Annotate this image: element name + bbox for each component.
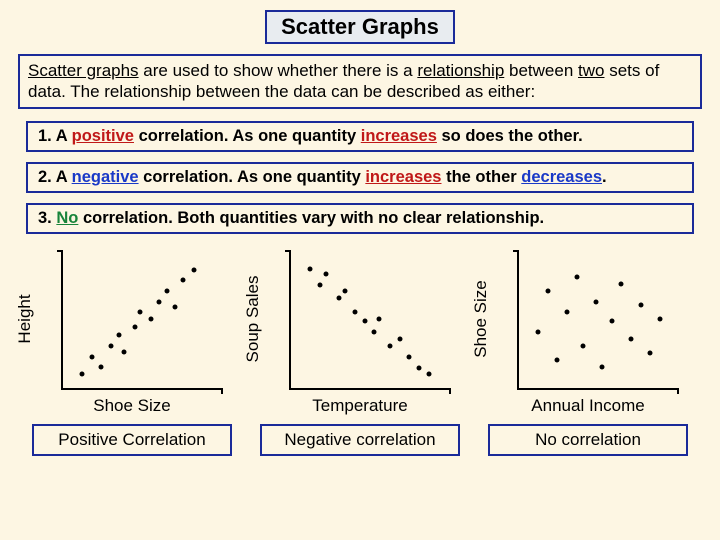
scatter-point (372, 330, 377, 335)
scatter-point (417, 366, 422, 371)
rule-positive: 1. A positive correlation. As one quanti… (26, 121, 694, 152)
page-title: Scatter Graphs (265, 10, 455, 44)
tick-right-icon (449, 388, 451, 394)
scatter-point (536, 330, 541, 335)
chart-frame-2: Shoe Size (493, 244, 683, 394)
r3-prefix: 3. (38, 209, 56, 227)
scatter-point (555, 357, 560, 362)
scatter-point (181, 277, 186, 282)
caption-none: No correlation (488, 424, 688, 456)
caption-row: Positive Correlation Negative correlatio… (18, 424, 702, 456)
scatter-point (99, 364, 104, 369)
r2-prefix: 2. A (38, 168, 72, 186)
r1-kw: positive (72, 127, 134, 145)
rule-none: 3. No correlation. Both quantities vary … (26, 203, 694, 234)
intro-p2: are used to show whether there is a (139, 61, 418, 80)
plot-area-2 (517, 250, 679, 390)
scatter-point (377, 316, 382, 321)
r2-kw: negative (72, 168, 139, 186)
scatter-point (173, 305, 178, 310)
scatter-point (89, 355, 94, 360)
r2-kw3: decreases (521, 168, 602, 186)
rule-negative: 2. A negative correlation. As one quanti… (26, 162, 694, 193)
scatter-point (343, 288, 348, 293)
xlabel-0: Shoe Size (93, 396, 171, 416)
scatter-point (121, 349, 126, 354)
scatter-point (388, 344, 393, 349)
scatter-point (581, 344, 586, 349)
scatter-point (609, 319, 614, 324)
r1-tail: so does the other. (437, 127, 583, 145)
tick-top-icon (513, 250, 519, 252)
intro-text: Scatter graphs are used to show whether … (18, 54, 702, 109)
scatter-point (165, 288, 170, 293)
scatter-point (192, 268, 197, 273)
scatter-point (407, 355, 412, 360)
caption-negative: Negative correlation (260, 424, 460, 456)
title-container: Scatter Graphs (18, 10, 702, 44)
tick-right-icon (677, 388, 679, 394)
scatter-point (324, 272, 329, 277)
r1-mid: correlation. As one quantity (134, 127, 361, 145)
scatter-point (317, 283, 322, 288)
chart-frame-1: Soup Sales (265, 244, 455, 394)
scatter-point (648, 351, 653, 356)
xlabel-1: Temperature (312, 396, 407, 416)
plot-area-1 (289, 250, 451, 390)
scatter-point (337, 295, 342, 300)
caption-positive: Positive Correlation (32, 424, 232, 456)
r2-mid2: the other (442, 168, 522, 186)
scatter-point (629, 337, 634, 342)
chart-none: Shoe Size Annual Income (483, 244, 693, 416)
scatter-point (353, 309, 358, 314)
scatter-point (137, 309, 142, 314)
r2-tail: . (602, 168, 607, 186)
r1-prefix: 1. A (38, 127, 72, 145)
intro-p5: two (578, 61, 604, 80)
tick-right-icon (221, 388, 223, 394)
xlabel-2: Annual Income (531, 396, 644, 416)
scatter-point (638, 302, 643, 307)
scatter-point (657, 316, 662, 321)
scatter-point (109, 344, 114, 349)
scatter-point (308, 266, 313, 271)
intro-p3: relationship (417, 61, 504, 80)
r1-kw2: increases (361, 127, 437, 145)
intro-p4: between (504, 61, 578, 80)
scatter-point (157, 299, 162, 304)
r3-tail: correlation. Both quantities vary with n… (78, 209, 544, 227)
r2-kw2: increases (365, 168, 441, 186)
scatter-point (565, 309, 570, 314)
charts-row: Height Shoe Size Soup Sales Temperature … (18, 244, 702, 416)
chart-negative: Soup Sales Temperature (255, 244, 465, 416)
scatter-point (133, 324, 138, 329)
r2-mid: correlation. As one quantity (139, 168, 366, 186)
scatter-point (80, 371, 85, 376)
scatter-point (117, 333, 122, 338)
scatter-point (149, 316, 154, 321)
scatter-point (397, 337, 402, 342)
scatter-point (619, 282, 624, 287)
ylabel-1: Soup Sales (243, 275, 263, 362)
scatter-point (545, 288, 550, 293)
ylabel-0: Height (15, 294, 35, 343)
chart-frame-0: Height (37, 244, 227, 394)
scatter-point (600, 364, 605, 369)
r3-kw: No (56, 209, 78, 227)
scatter-point (593, 299, 598, 304)
tick-top-icon (285, 250, 291, 252)
scatter-point (426, 371, 431, 376)
tick-top-icon (57, 250, 63, 252)
intro-p1: Scatter graphs (28, 61, 139, 80)
ylabel-2: Shoe Size (471, 280, 491, 358)
chart-positive: Height Shoe Size (27, 244, 237, 416)
scatter-point (362, 319, 367, 324)
plot-area-0 (61, 250, 223, 390)
scatter-point (574, 275, 579, 280)
